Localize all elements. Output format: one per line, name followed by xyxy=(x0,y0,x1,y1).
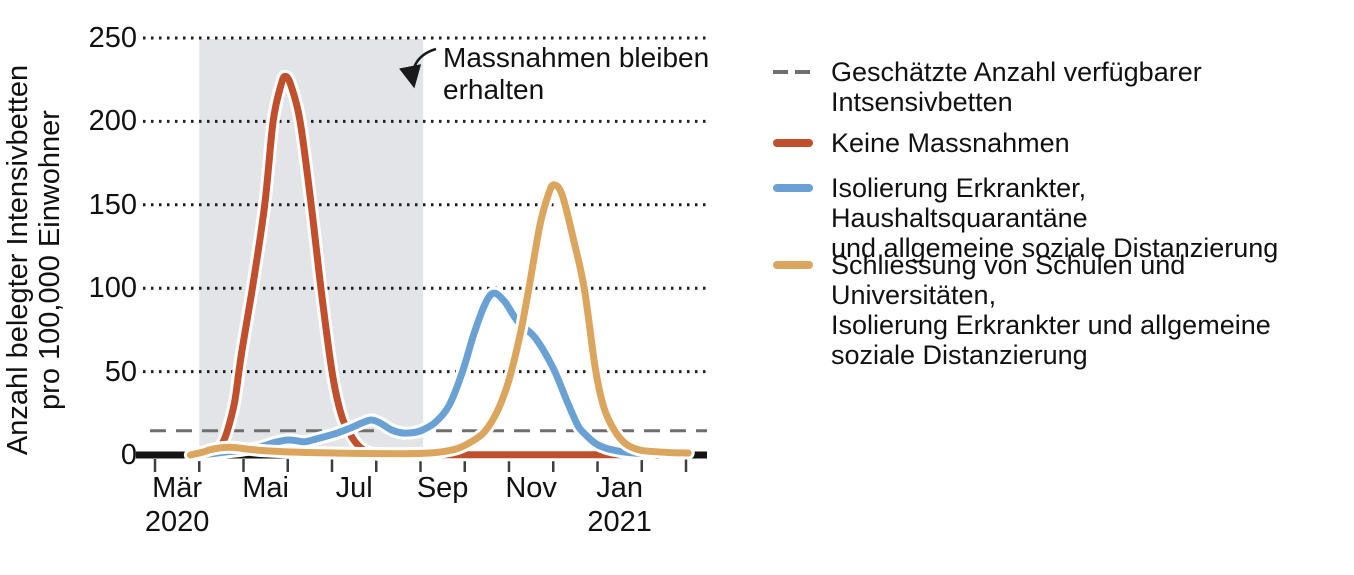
legend-isolation-line1: Isolierung Erkrankter, Haushaltsquarantä… xyxy=(831,173,1088,233)
x-tick-label-Jan: Jan xyxy=(596,472,643,504)
series-school-closures xyxy=(186,181,692,459)
annotation-line2: erhalten xyxy=(443,74,545,105)
legend-capacity-line2: Intsensivbetten xyxy=(831,87,1013,117)
legend-school-closure-line1: Schliessung von Schulen und Universitäte… xyxy=(831,250,1186,310)
dashed-line-swatch-icon xyxy=(773,70,813,74)
blue-line-swatch-icon xyxy=(773,184,813,192)
legend-item-isolation: Isolierung Erkrankter, Haushaltsquarantä… xyxy=(773,173,1348,263)
x-tick-label-Sep: Sep xyxy=(416,472,469,504)
y-tick-label-150: 150 xyxy=(88,188,137,221)
x-tick-label-Jul: Jul xyxy=(335,472,373,504)
legend-school-closure-line2: Isolierung Erkrankter und allgemeine xyxy=(831,310,1271,340)
red-line-swatch-icon xyxy=(773,139,813,147)
x-tick-label-Nov: Nov xyxy=(505,472,557,504)
y-tick-label-200: 200 xyxy=(88,105,137,138)
legend-capacity-line1: Geschätzte Anzahl verfügbarer xyxy=(831,57,1202,87)
y-tick-label-0: 0 xyxy=(120,439,137,471)
legend-isolation-line2: und allgemeine soziale Distanzierung xyxy=(831,233,1279,263)
legend-item-capacity: Geschätzte Anzahl verfügbarer Intsensivb… xyxy=(773,57,1202,117)
y-tick-label-250: 250 xyxy=(88,22,137,54)
legend-school-closure-line3: soziale Distanzierung xyxy=(831,340,1088,370)
x-tick-label-Mär: Mär xyxy=(152,472,203,504)
x-year-label-2021: 2021 xyxy=(587,506,652,538)
y-tick-label-50: 50 xyxy=(104,355,137,388)
shaded-region-annotation: Massnahmen bleiben erhalten xyxy=(443,42,709,106)
legend-item-no-measures: Keine Massnahmen xyxy=(773,128,1070,158)
series-isolation-quarantine xyxy=(202,289,655,458)
orange-line-swatch-icon xyxy=(773,261,813,269)
legend-no-measures-line1: Keine Massnahmen xyxy=(831,128,1070,158)
legend-item-school-closure: Schliessung von Schulen und Universitäte… xyxy=(773,250,1348,370)
y-tick-label-100: 100 xyxy=(88,272,137,305)
annotation-line1: Massnahmen bleiben xyxy=(443,42,710,73)
annotation-arrow xyxy=(399,47,437,89)
x-year-label-2020: 2020 xyxy=(144,506,210,538)
x-tick-label-Mai: Mai xyxy=(242,472,289,504)
